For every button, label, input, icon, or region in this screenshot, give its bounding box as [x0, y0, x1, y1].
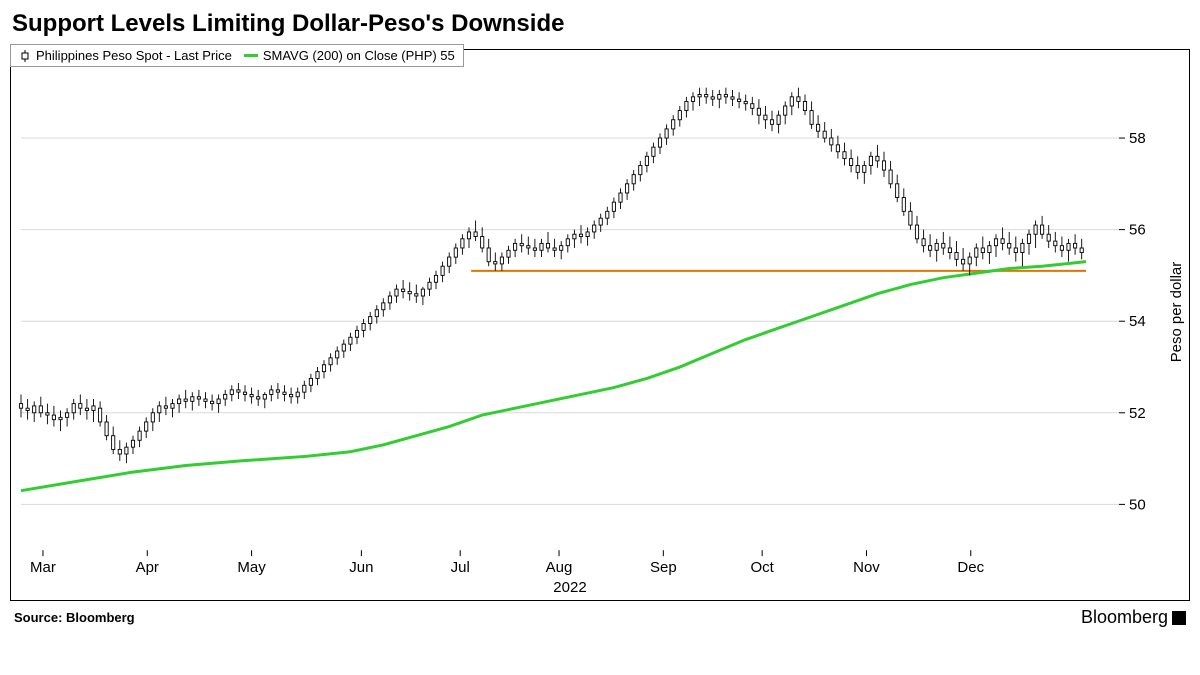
svg-text:52: 52	[1129, 405, 1146, 422]
legend-item-candle: Philippines Peso Spot - Last Price	[19, 48, 232, 63]
candle-icon	[19, 50, 31, 62]
brand: Bloomberg	[1081, 607, 1186, 628]
svg-text:Jul: Jul	[451, 559, 470, 576]
svg-text:May: May	[237, 559, 266, 576]
svg-text:58: 58	[1129, 130, 1146, 147]
svg-text:2022: 2022	[553, 579, 586, 596]
legend-label-1: Philippines Peso Spot - Last Price	[36, 48, 232, 63]
plot-svg: 50 52 54 56 58 Mar Apr May Jun Jul Aug Sep Oct Nov Dec…	[11, 50, 1189, 600]
chart-container: Support Levels Limiting Dollar-Peso's Do…	[0, 0, 1200, 675]
svg-text:Sep: Sep	[650, 559, 677, 576]
chart-title: Support Levels Limiting Dollar-Peso's Do…	[10, 10, 1190, 38]
line-icon	[244, 54, 258, 57]
svg-text:50: 50	[1129, 496, 1146, 513]
legend: Philippines Peso Spot - Last Price SMAVG…	[10, 44, 464, 67]
legend-label-2: SMAVG (200) on Close (PHP) 55	[263, 48, 455, 63]
svg-text:54: 54	[1129, 313, 1146, 330]
plot-area: 50 52 54 56 58 Mar Apr May Jun Jul Aug Sep Oct Nov Dec…	[10, 49, 1190, 601]
svg-text:Dec: Dec	[957, 559, 984, 576]
svg-text:Jun: Jun	[349, 559, 373, 576]
svg-text:Oct: Oct	[750, 559, 774, 576]
source-label: Source: Bloomberg	[14, 610, 135, 625]
svg-text:Mar: Mar	[30, 559, 56, 576]
brand-block-icon	[1172, 611, 1186, 625]
svg-text:Peso per dollar: Peso per dollar	[1168, 262, 1185, 363]
brand-text: Bloomberg	[1081, 607, 1168, 628]
footer: Source: Bloomberg Bloomberg	[10, 607, 1190, 628]
svg-text:Apr: Apr	[136, 559, 159, 576]
legend-item-sma: SMAVG (200) on Close (PHP) 55	[244, 48, 455, 63]
svg-text:Aug: Aug	[546, 559, 573, 576]
svg-text:Nov: Nov	[853, 559, 880, 576]
svg-text:56: 56	[1129, 222, 1146, 239]
